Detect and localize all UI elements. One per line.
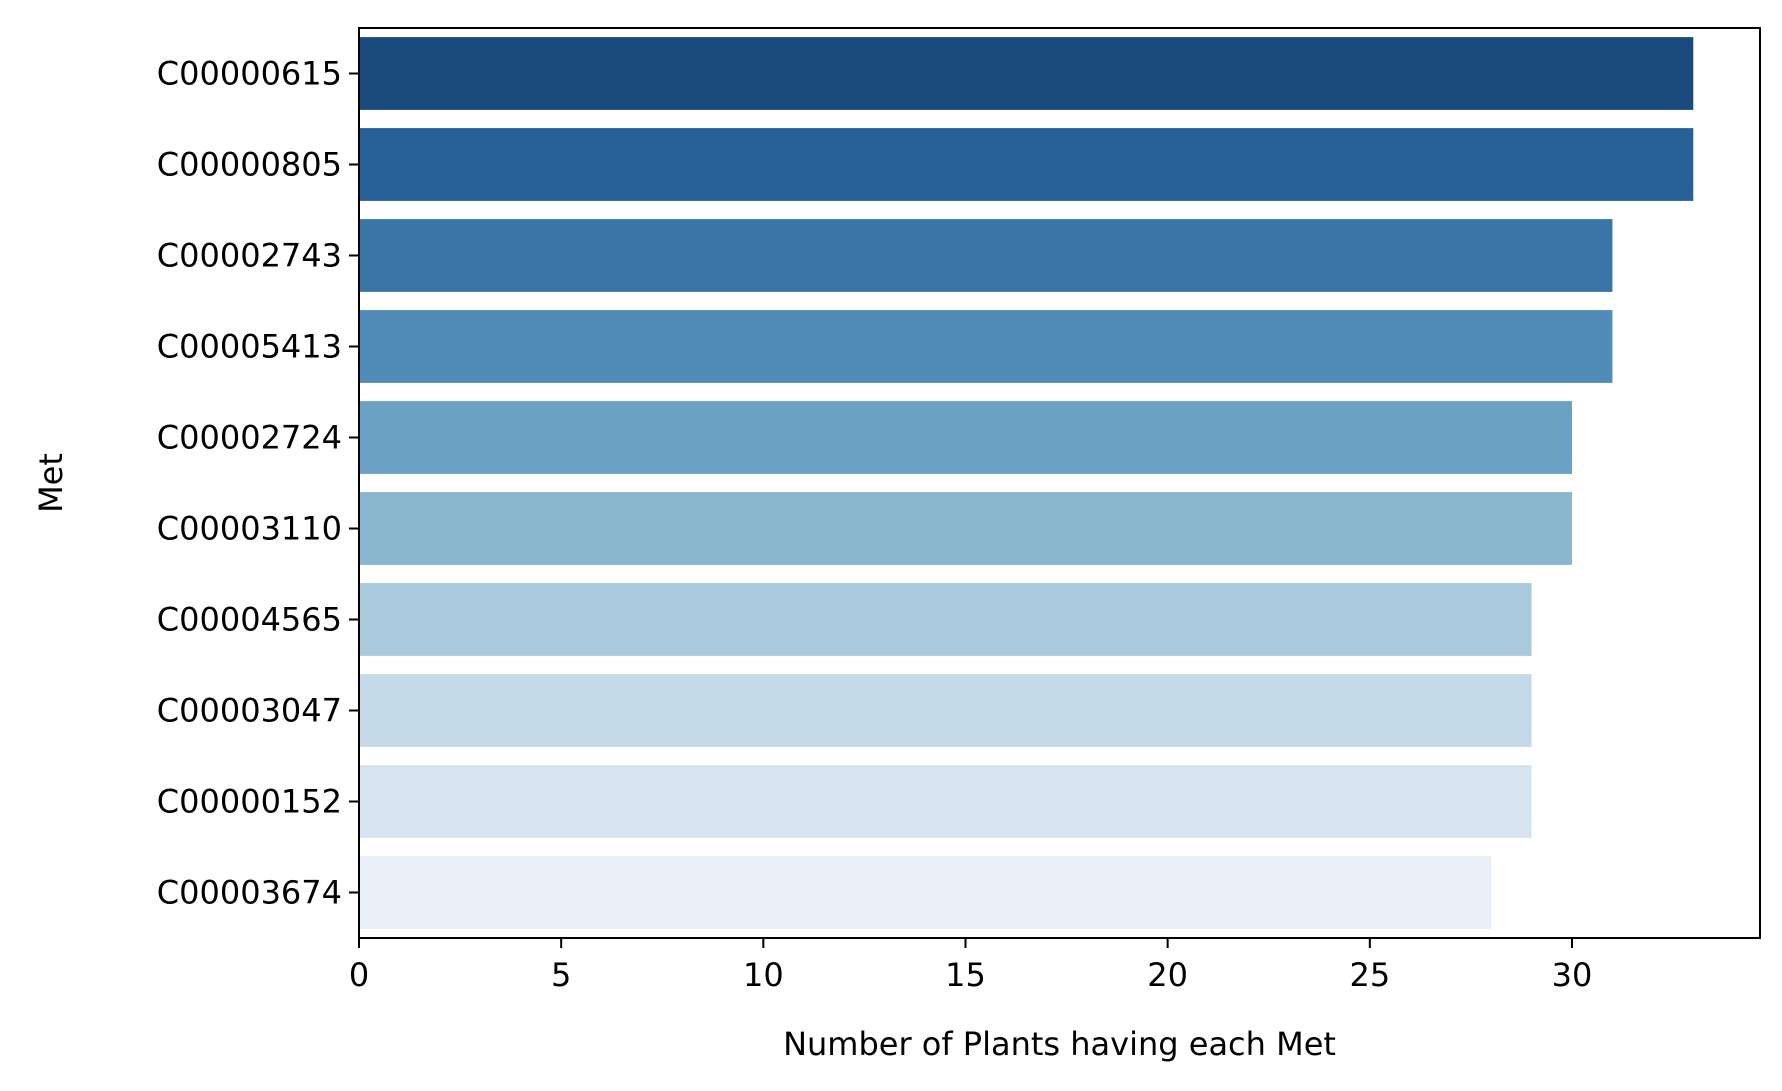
- y-tick-label: C00003047: [157, 692, 342, 730]
- bar-C00004565: [359, 583, 1532, 656]
- y-tick-label: C00000615: [157, 55, 342, 93]
- y-tick-label: C00002743: [157, 237, 342, 275]
- x-tick-label: 20: [1147, 956, 1188, 994]
- x-tick-label: 0: [349, 956, 369, 994]
- bar-C00000152: [359, 765, 1532, 838]
- y-tick-label: C00004565: [157, 601, 342, 639]
- bar-C00005413: [359, 310, 1613, 383]
- bar-C00000615: [359, 37, 1694, 110]
- bar-C00003674: [359, 856, 1492, 929]
- x-tick-label: 30: [1552, 956, 1593, 994]
- y-tick-label: C00002724: [157, 419, 342, 457]
- x-tick-label: 25: [1349, 956, 1390, 994]
- x-tick-label: 5: [551, 956, 571, 994]
- plot-frame: [358, 27, 1761, 939]
- y-axis-ticks: C00000615 C00000805 C00002743 C00005413 C000…: [157, 55, 359, 912]
- bar-C00002743: [359, 219, 1613, 292]
- bar-C00003110: [359, 492, 1572, 565]
- y-tick-label: C00003674: [157, 874, 342, 912]
- x-tick-label: 10: [743, 956, 784, 994]
- bar-C00000805: [359, 128, 1694, 201]
- x-axis-ticks: 0 5 10 15 20 25 30: [349, 938, 1593, 994]
- y-tick-label: C00005413: [157, 328, 342, 366]
- bars-group: [359, 37, 1694, 929]
- bar-C00003047: [359, 674, 1532, 747]
- bar-C00002724: [359, 401, 1572, 474]
- x-tick-label: 15: [945, 956, 986, 994]
- y-tick-label: C00000152: [157, 783, 342, 821]
- y-tick-label: C00000805: [157, 146, 342, 184]
- y-axis-title: Met: [32, 453, 70, 513]
- x-axis-title: Number of Plants having each Met: [783, 1025, 1336, 1063]
- y-tick-label: C00003110: [157, 510, 342, 548]
